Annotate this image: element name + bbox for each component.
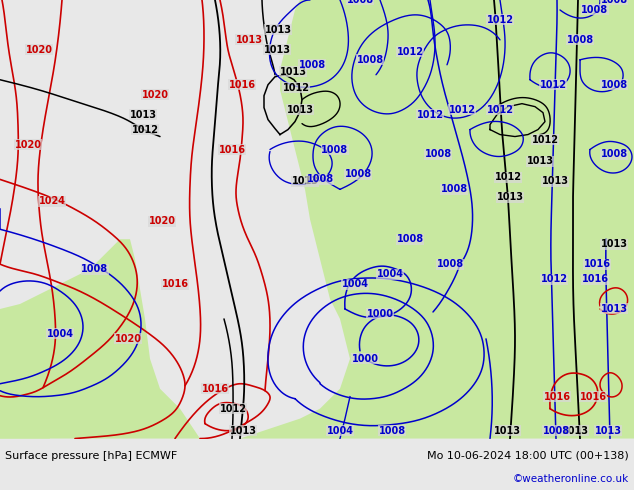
Text: 1020: 1020: [141, 90, 169, 99]
Text: Mo 10-06-2024 18:00 UTC (00+138): Mo 10-06-2024 18:00 UTC (00+138): [427, 451, 629, 461]
Text: 1016: 1016: [543, 392, 571, 402]
Text: 1004: 1004: [377, 269, 403, 279]
Polygon shape: [200, 0, 634, 439]
Text: 1013: 1013: [493, 426, 521, 436]
Text: 1004: 1004: [46, 329, 74, 339]
Text: 1013: 1013: [280, 67, 306, 77]
Text: 1013: 1013: [129, 110, 157, 120]
Text: 1016: 1016: [581, 274, 609, 284]
Polygon shape: [0, 239, 200, 439]
Text: 1020: 1020: [115, 334, 141, 344]
Polygon shape: [0, 374, 50, 439]
Text: 1020: 1020: [148, 216, 176, 226]
Text: 1012: 1012: [541, 274, 567, 284]
Text: 1013: 1013: [600, 304, 628, 314]
Text: 1008: 1008: [566, 35, 593, 45]
Text: 1016: 1016: [579, 392, 607, 402]
Text: 1020: 1020: [15, 140, 41, 149]
Text: 1016: 1016: [219, 145, 245, 154]
Text: 1012: 1012: [396, 47, 424, 57]
Text: 1008: 1008: [436, 259, 463, 269]
Text: 1013: 1013: [287, 105, 313, 115]
Text: 1013: 1013: [562, 426, 588, 436]
Text: 1008: 1008: [600, 80, 628, 90]
Text: 1008: 1008: [356, 55, 384, 65]
Text: 1008: 1008: [378, 426, 406, 436]
Text: 1013: 1013: [526, 156, 553, 167]
Text: 1012: 1012: [531, 135, 559, 145]
Text: 1012: 1012: [486, 105, 514, 115]
Text: 1016: 1016: [583, 259, 611, 269]
Text: 1020: 1020: [25, 45, 53, 55]
Text: 1012: 1012: [219, 404, 247, 414]
Text: 1008: 1008: [424, 149, 451, 159]
Text: 1004: 1004: [342, 279, 368, 289]
Text: 1000: 1000: [351, 354, 378, 364]
Text: 1008: 1008: [346, 0, 373, 5]
Text: Surface pressure [hPa] ECMWF: Surface pressure [hPa] ECMWF: [5, 451, 178, 461]
Text: ©weatheronline.co.uk: ©weatheronline.co.uk: [513, 473, 629, 484]
Text: 1008: 1008: [543, 426, 569, 436]
Text: 1013: 1013: [230, 426, 257, 436]
Text: 1013: 1013: [595, 426, 621, 436]
Text: 1013: 1013: [541, 176, 569, 186]
Text: 1012: 1012: [283, 83, 309, 93]
Text: 1008: 1008: [396, 234, 424, 244]
Text: 1008: 1008: [306, 174, 333, 184]
Text: 1012: 1012: [495, 172, 522, 182]
Text: 1012: 1012: [486, 15, 514, 25]
Text: 1012: 1012: [448, 105, 476, 115]
Text: 1008: 1008: [81, 264, 108, 274]
Text: 1013: 1013: [496, 193, 524, 202]
Text: 1016: 1016: [228, 80, 256, 90]
Text: 1004: 1004: [327, 426, 354, 436]
Text: 1008: 1008: [321, 145, 349, 154]
Text: 1013: 1013: [292, 176, 318, 186]
Text: 1013: 1013: [600, 239, 628, 249]
Text: 1012: 1012: [540, 80, 567, 90]
Text: 1016: 1016: [202, 384, 228, 393]
Text: 1008: 1008: [600, 0, 628, 5]
Text: 1013: 1013: [235, 35, 262, 45]
Text: 1012: 1012: [417, 110, 444, 120]
Text: 1008: 1008: [344, 170, 372, 179]
Text: 1024: 1024: [39, 196, 65, 206]
Text: 1012: 1012: [131, 124, 158, 135]
Text: 1013: 1013: [264, 45, 290, 55]
Text: 1013: 1013: [264, 25, 292, 35]
Text: 1008: 1008: [600, 149, 628, 159]
Text: 1008: 1008: [299, 60, 326, 70]
Text: 1008: 1008: [441, 184, 467, 195]
Text: 1000: 1000: [366, 309, 394, 319]
Text: 1016: 1016: [162, 279, 188, 289]
Text: 1008: 1008: [581, 5, 609, 15]
